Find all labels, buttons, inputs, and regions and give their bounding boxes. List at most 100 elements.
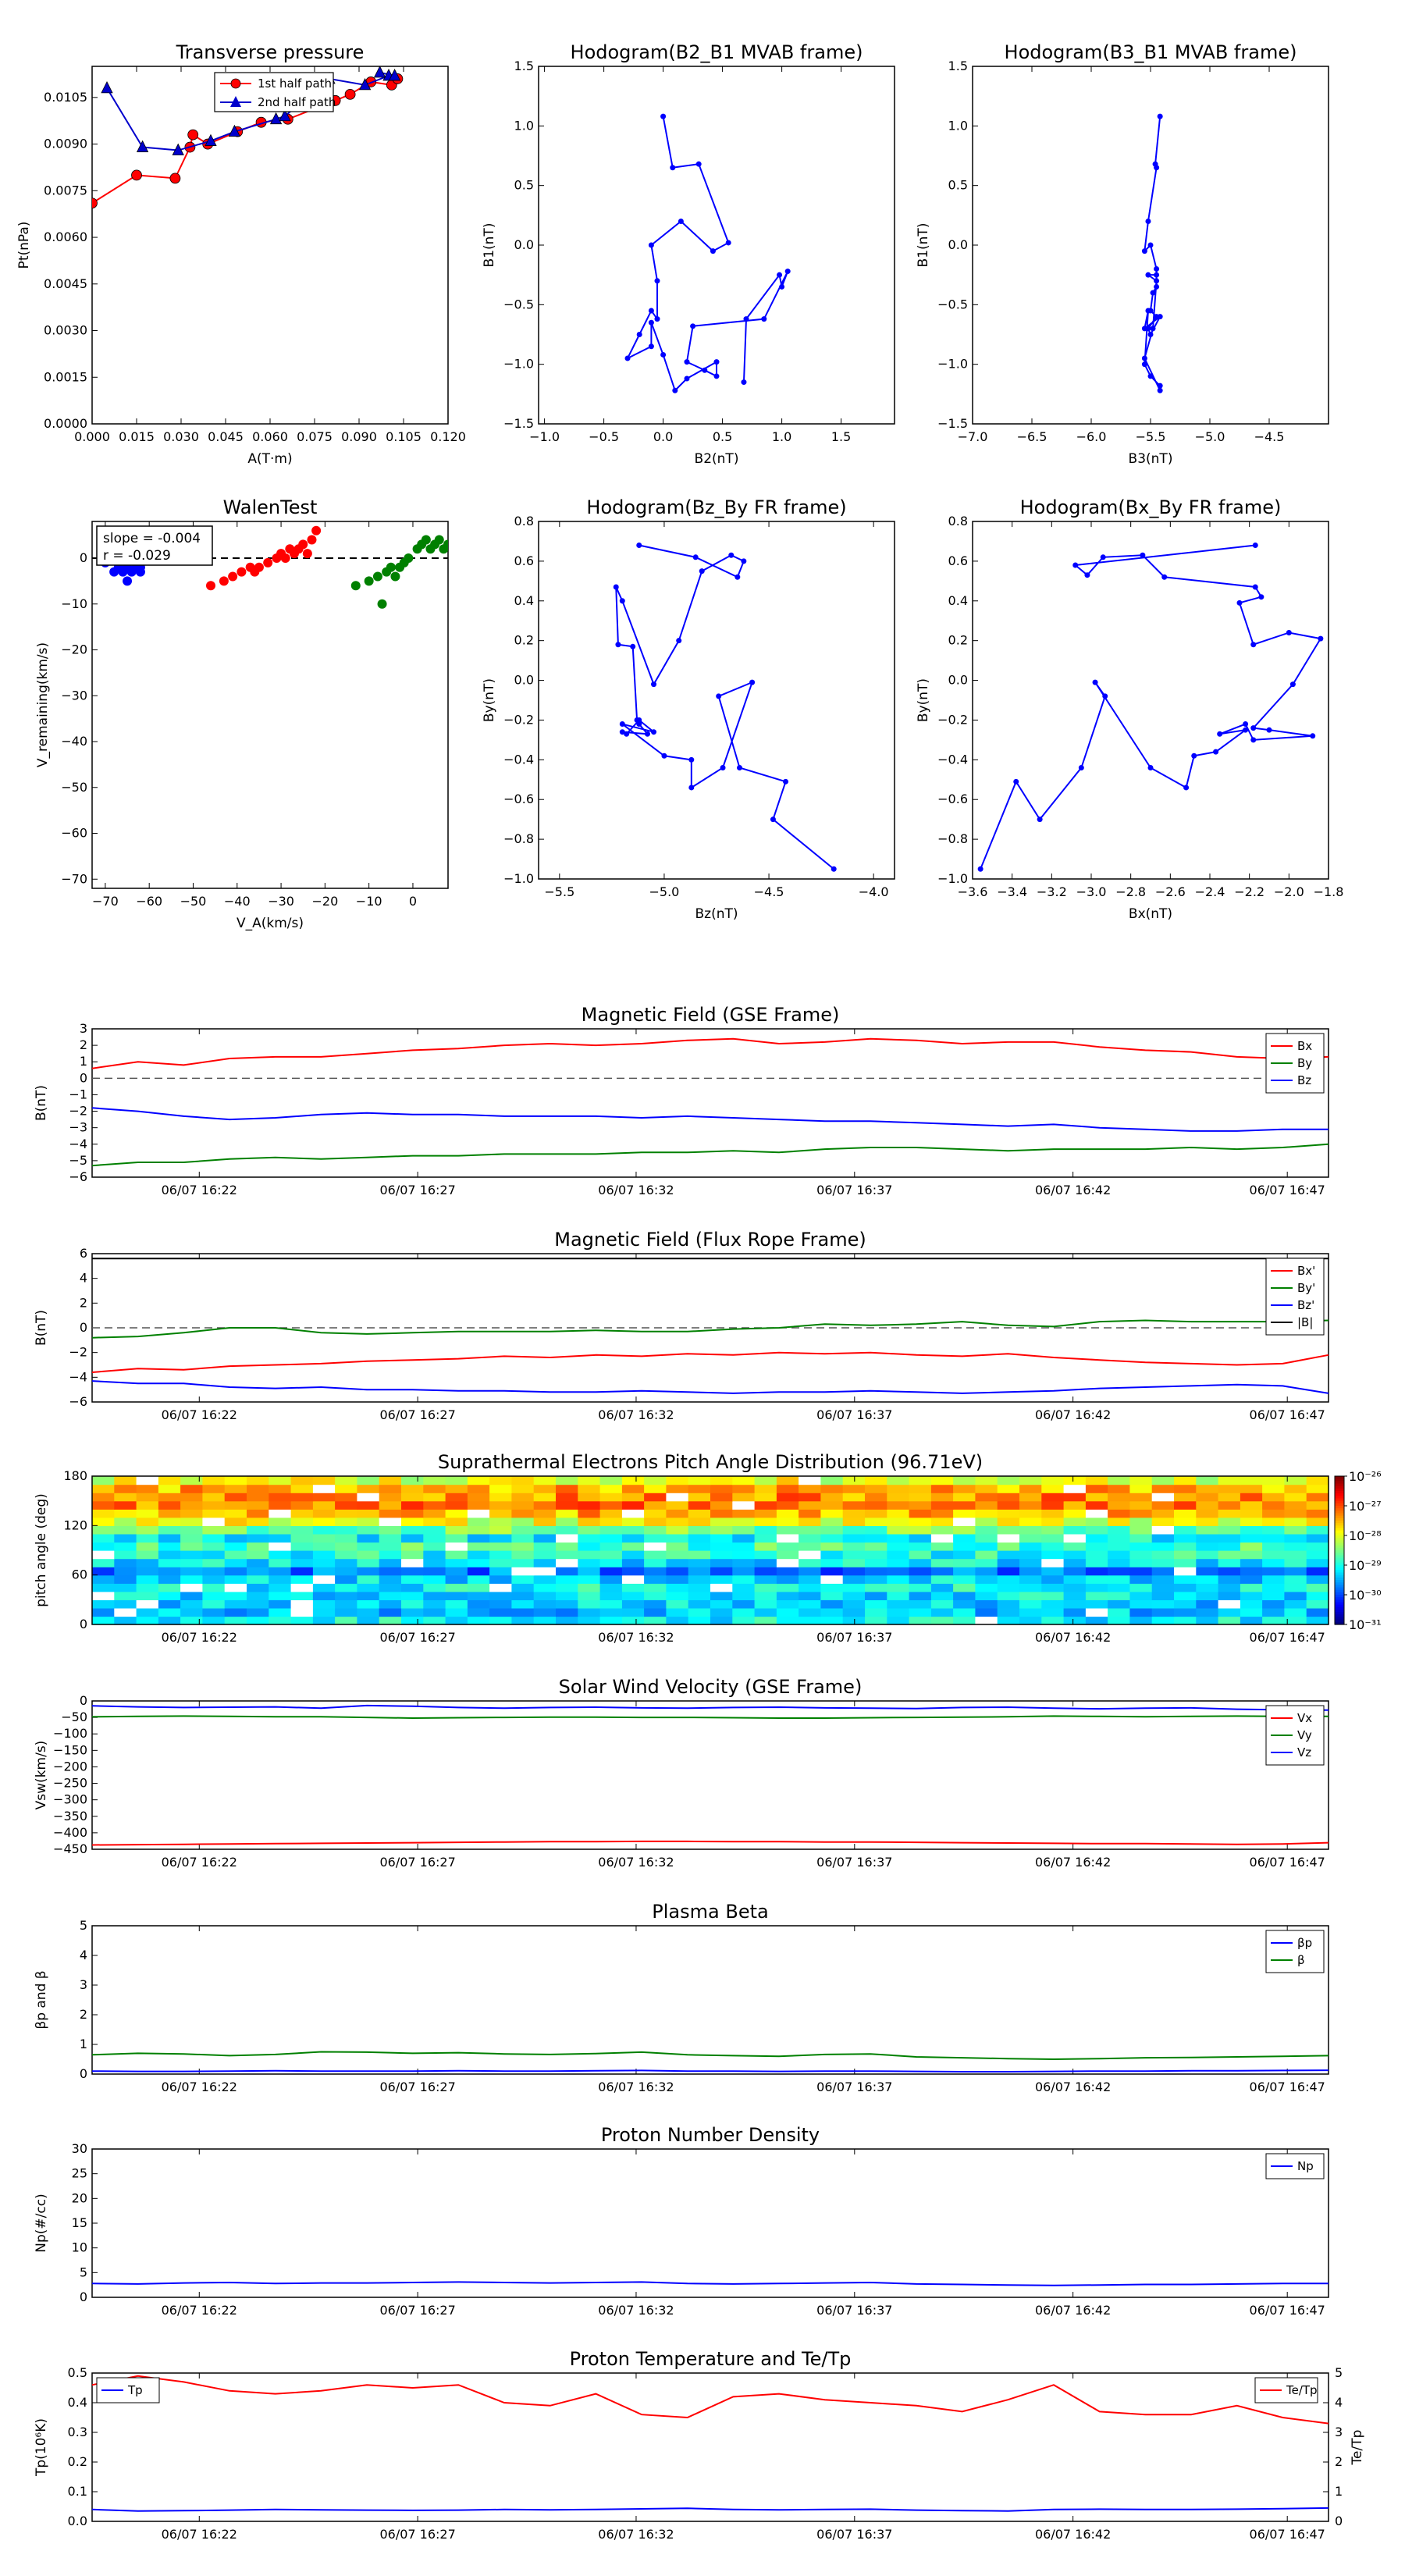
- heatmap-cell: [578, 1484, 601, 1493]
- y-axis-label: By(nT): [916, 678, 931, 722]
- heatmap-cell: [114, 1517, 137, 1526]
- data-point: [651, 681, 657, 688]
- heatmap-cell: [290, 1500, 314, 1510]
- heatmap-cell: [136, 1517, 159, 1526]
- heatmap-cell: [666, 1500, 689, 1510]
- heatmap-cell: [312, 1567, 336, 1576]
- heatmap-cell: [666, 1558, 689, 1567]
- data-point: [761, 316, 767, 322]
- heatmap-cell: [1129, 1500, 1153, 1510]
- heatmap-cell: [533, 1567, 557, 1576]
- time-tick-label: 06/07 16:32: [598, 1407, 674, 1422]
- heatmap-cell: [975, 1583, 998, 1592]
- y-tick-label: −450: [53, 1841, 87, 1856]
- heatmap-cell: [1174, 1517, 1197, 1526]
- heatmap-cell: [1306, 1567, 1329, 1576]
- y-tick-label: −400: [53, 1825, 87, 1840]
- heatmap-cell: [224, 1607, 247, 1617]
- y-axis-label: Pt(nPa): [16, 222, 32, 269]
- heatmap-cell: [1151, 1484, 1175, 1493]
- heatmap-cell: [357, 1616, 380, 1625]
- heatmap-cell: [357, 1509, 380, 1518]
- heatmap-cell: [533, 1517, 557, 1526]
- heatmap-cell: [975, 1567, 998, 1576]
- heatmap-cell: [820, 1484, 844, 1493]
- heatmap-cell: [1041, 1591, 1065, 1600]
- data-point: [1289, 681, 1296, 688]
- x-axis-label: Bx(nT): [1129, 906, 1172, 922]
- heatmap-cell: [511, 1517, 535, 1526]
- time-tick-label: 06/07 16:32: [598, 1630, 674, 1645]
- data-point: [1310, 733, 1316, 739]
- heatmap-cell: [511, 1509, 535, 1518]
- heatmap-cell: [953, 1500, 976, 1510]
- heatmap-cell: [489, 1476, 512, 1485]
- heatmap-cell: [180, 1591, 203, 1600]
- legend-box: [96, 2377, 160, 2403]
- y-tick-label: 5: [80, 1918, 87, 1933]
- y-tick-label: 0.4: [514, 593, 534, 608]
- heatmap-cell: [930, 1591, 954, 1600]
- heatmap-cell: [710, 1525, 733, 1535]
- heatmap-cell: [511, 1533, 535, 1543]
- heatmap-cell: [842, 1567, 866, 1576]
- colorbar-segment: [1335, 1589, 1344, 1593]
- y-tick-label: 1: [80, 1054, 87, 1069]
- y-tick-label: 0.0: [514, 237, 534, 252]
- heatmap-cell: [1108, 1476, 1130, 1485]
- data-point: [206, 581, 215, 591]
- y-tick-label: 0.0000: [44, 416, 87, 431]
- heatmap-cell: [335, 1583, 357, 1592]
- series-Vy: [91, 1715, 1329, 1720]
- y-tick-label: 0.0045: [44, 276, 87, 291]
- x-tick-label: −6.0: [1076, 429, 1107, 444]
- heatmap-cell: [1063, 1558, 1087, 1567]
- heatmap-cell: [666, 1599, 689, 1609]
- y-tick-label: 0.0015: [44, 369, 87, 384]
- heatmap-cell: [1085, 1599, 1108, 1609]
- heatmap-cell: [202, 1493, 226, 1502]
- heatmap-cell: [423, 1574, 446, 1584]
- time-tick-label: 06/07 16:22: [162, 2527, 237, 2542]
- y-tick-label: 0: [80, 2290, 87, 2304]
- heatmap-cell: [1174, 1550, 1197, 1560]
- heatmap-cell: [975, 1493, 998, 1502]
- heatmap-cell: [975, 1484, 998, 1493]
- data-point: [172, 143, 184, 155]
- heatmap-cell: [489, 1509, 512, 1518]
- colorbar-segment: [1335, 1542, 1344, 1546]
- heatmap-cell: [1085, 1574, 1108, 1584]
- heatmap-cell: [1174, 1583, 1197, 1592]
- y-tick-label: 0.8: [514, 514, 534, 528]
- heatmap-cell: [1306, 1583, 1329, 1592]
- heatmap-cell: [1129, 1599, 1153, 1609]
- series-Bz: [91, 1107, 1329, 1132]
- data-point: [350, 581, 361, 591]
- heatmap-cell: [820, 1574, 844, 1584]
- heatmap-cell: [1129, 1476, 1153, 1485]
- heatmap-cell: [754, 1607, 777, 1617]
- heatmap-cell: [820, 1476, 844, 1485]
- heatmap-cell: [799, 1517, 821, 1526]
- y-tick-label: 3: [80, 1977, 87, 1992]
- heatmap-cell: [842, 1550, 866, 1560]
- heatmap-cell: [776, 1517, 799, 1526]
- heatmap-cell: [1262, 1542, 1285, 1551]
- heatmap-cell: [865, 1525, 887, 1535]
- heatmap-cell: [1019, 1599, 1042, 1609]
- heatmap-cell: [1063, 1599, 1087, 1609]
- heatmap-cell: [710, 1533, 733, 1543]
- heatmap-cell: [312, 1525, 336, 1535]
- heatmap-cell: [1240, 1476, 1263, 1485]
- legend-marker: [230, 78, 241, 89]
- heatmap-cell: [953, 1517, 976, 1526]
- heatmap-cell: [799, 1476, 821, 1485]
- legend-label: Bx: [1297, 1039, 1312, 1053]
- heatmap-cell: [357, 1599, 380, 1609]
- heatmap-cell: [202, 1599, 226, 1609]
- heatmap-cell: [930, 1574, 954, 1584]
- data-point: [684, 375, 690, 382]
- heatmap-cell: [909, 1542, 932, 1551]
- time-tick-label: 06/07 16:27: [379, 2303, 455, 2318]
- colorbar-segment: [1335, 1498, 1344, 1502]
